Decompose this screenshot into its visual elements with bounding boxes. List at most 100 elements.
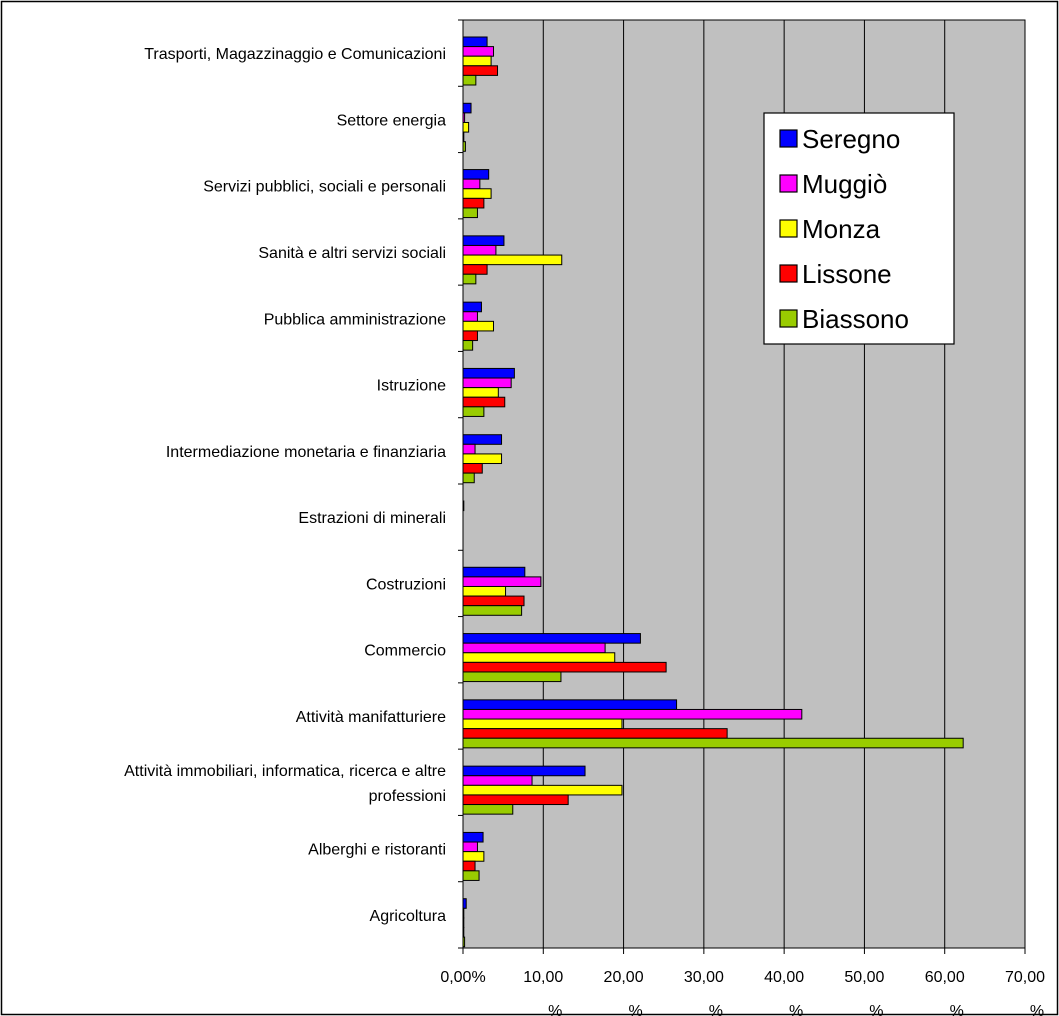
x-tick-label-suffix: % <box>950 1003 964 1016</box>
bar-biassono <box>462 273 477 285</box>
x-tick-labels: 0,00% 10,00% 20,00% 30,00% 40,00% 50,00% 60,00… <box>440 969 1045 1016</box>
legend-swatch <box>779 219 798 238</box>
bar-biassono <box>462 74 477 86</box>
bars <box>462 36 964 948</box>
bar-biassono <box>462 804 514 815</box>
bar-seregno <box>462 36 488 48</box>
category-label: Costruzioni <box>366 576 446 593</box>
bar-monza <box>462 585 507 597</box>
bar-lissone <box>462 661 667 673</box>
category-label: Settore energia <box>337 112 447 129</box>
x-tick-label-suffix: % <box>1030 1003 1044 1016</box>
legend-label: Biassono <box>802 304 909 334</box>
bar-monza <box>462 718 623 730</box>
bar-lissone <box>462 330 478 342</box>
category-label: Intermediazione monetaria e finanziaria <box>166 444 446 461</box>
bar-monza <box>462 320 495 332</box>
bar-seregno <box>462 765 586 777</box>
bar-lissone <box>462 595 525 607</box>
x-tick-label: 30,00 <box>684 969 724 986</box>
bar-muggi <box>462 841 478 853</box>
bar-monza <box>462 387 499 398</box>
bar-lissone <box>462 197 485 209</box>
legend-swatch <box>779 174 798 193</box>
bar-monza <box>462 851 485 862</box>
bar-muggi <box>462 443 476 455</box>
bar-monza <box>462 453 503 465</box>
bar-muggi <box>462 708 803 720</box>
bar-seregno <box>462 169 490 180</box>
bar-seregno <box>462 367 515 379</box>
bar-biassono <box>462 737 964 749</box>
bar-biassono <box>462 207 478 219</box>
bar-monza <box>462 254 563 266</box>
legend-swatch <box>779 264 798 283</box>
category-label: Attività immobiliari, informatica, ricer… <box>124 763 446 805</box>
bar-seregno <box>462 434 503 445</box>
bar-biassono <box>462 472 475 484</box>
category-label: Trasporti, Magazzinaggio e Comunicazioni <box>144 46 446 63</box>
x-tick-label: 0,00% <box>440 969 485 986</box>
bar-biassono <box>462 671 562 683</box>
legend-label: Monza <box>802 214 881 244</box>
bar-lissone <box>462 396 506 408</box>
x-tick-label: 20,00 <box>604 969 644 986</box>
category-label: Attività manifatturiere <box>296 709 446 726</box>
bar-muggi <box>462 311 478 322</box>
bar-monza <box>462 652 616 663</box>
x-tick-label-suffix: % <box>869 1003 883 1016</box>
bar-biassono <box>462 605 523 616</box>
bar-monza <box>462 188 492 199</box>
legend: Seregno Muggiò Monza Lissone Biassono <box>763 112 955 345</box>
bar-lissone <box>462 264 488 275</box>
bar-muggi <box>462 775 533 786</box>
category-label: Estrazioni di minerali <box>298 510 446 527</box>
bar-monza <box>462 784 623 796</box>
bar-seregno <box>462 102 472 114</box>
category-labels: Agricoltura Alberghi e ristoranti Attività… <box>124 46 446 925</box>
category-label: Pubblica amministrazione <box>264 311 446 328</box>
bar-lissone <box>462 463 483 474</box>
category-label: Sanità e altri servizi sociali <box>258 245 446 262</box>
category-label: Agricoltura <box>370 908 447 925</box>
bar-muggi <box>462 642 606 654</box>
legend-label: Muggiò <box>802 169 887 199</box>
bar-seregno <box>462 301 482 313</box>
bar-muggi <box>462 178 481 190</box>
bar-lissone <box>462 728 728 739</box>
bar-seregno <box>462 235 505 246</box>
bar-biassono <box>462 340 474 351</box>
x-tick-label: 10,00 <box>523 969 563 986</box>
bar-seregno <box>462 566 526 578</box>
bar-muggi <box>462 244 497 256</box>
x-tick-label: 40,00 <box>764 969 804 986</box>
category-label: Commercio <box>364 643 446 660</box>
legend-swatch <box>779 309 798 328</box>
bar-seregno <box>462 831 484 843</box>
x-tick-label: 60,00 <box>925 969 965 986</box>
legend-swatch <box>779 129 798 148</box>
bar-lissone <box>462 860 476 872</box>
bar-biassono <box>462 870 480 881</box>
bar-lissone <box>462 65 499 76</box>
bar-muggi <box>462 377 512 389</box>
x-tick-label-suffix: % <box>548 1003 562 1016</box>
legend-label: Lissone <box>802 259 892 289</box>
bar-monza <box>462 55 492 67</box>
x-tick-label-suffix: % <box>709 1003 723 1016</box>
category-label: Istruzione <box>377 378 446 395</box>
bar-muggi <box>462 576 542 587</box>
bar-seregno <box>462 699 678 710</box>
bar-lissone <box>462 794 569 806</box>
x-tick-label-suffix: % <box>628 1003 642 1016</box>
x-tick-label: 50,00 <box>844 969 884 986</box>
x-tick-label: 70,00 <box>1005 969 1045 986</box>
bar-muggi <box>462 46 495 57</box>
bar-monza <box>462 121 470 133</box>
category-label: Servizi pubblici, sociali e personali <box>203 179 446 196</box>
bar-seregno <box>462 633 641 644</box>
gridlines <box>458 19 1026 954</box>
bar-biassono <box>462 406 485 417</box>
category-label: Alberghi e ristoranti <box>308 842 446 859</box>
